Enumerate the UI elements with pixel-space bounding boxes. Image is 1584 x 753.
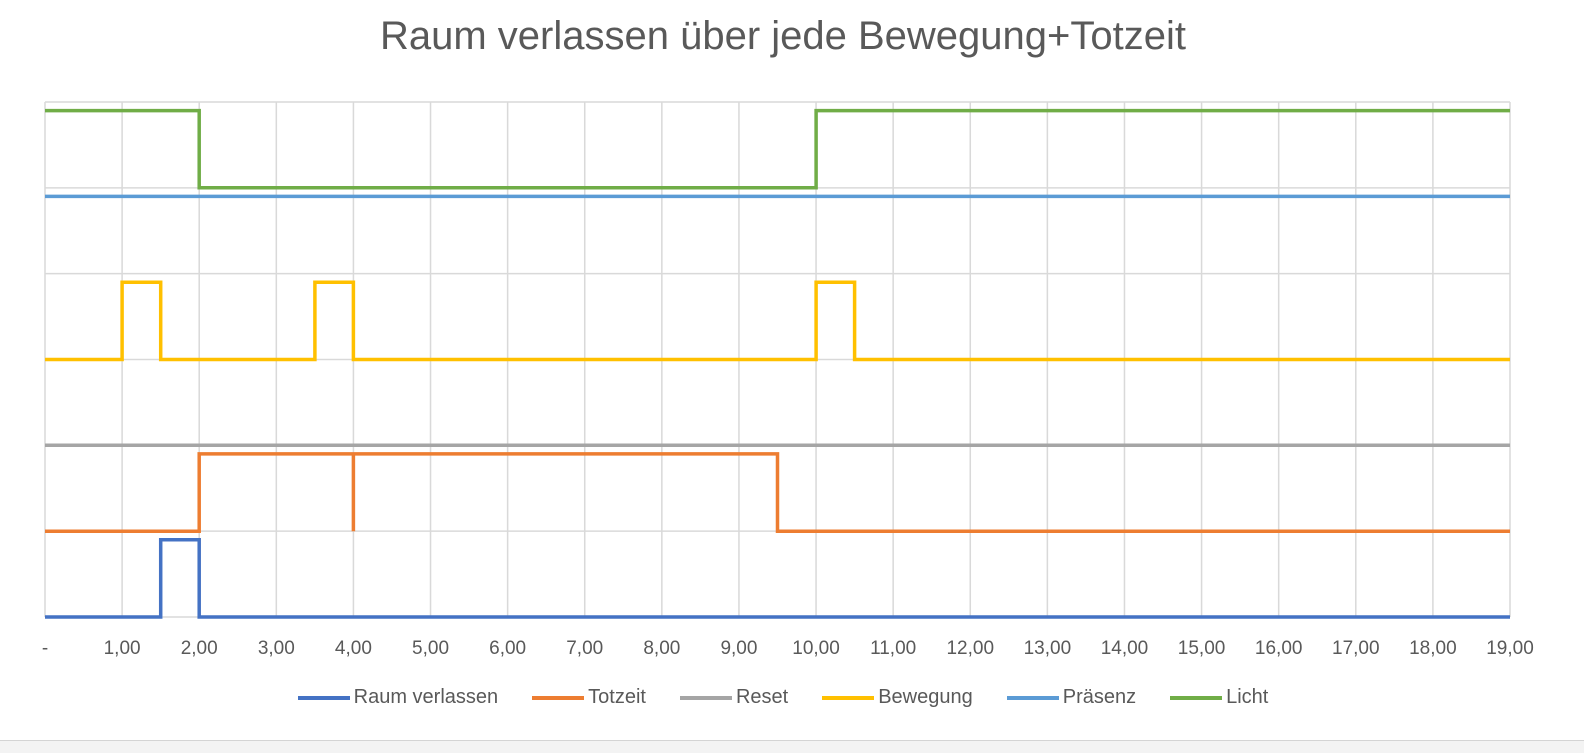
x-tick-label: 11,00 (870, 638, 916, 659)
x-tick-label: - (42, 638, 48, 659)
x-tick-label: 13,00 (1024, 638, 1072, 659)
legend-swatch (679, 695, 732, 700)
legend-swatch (532, 695, 585, 700)
x-tick-label: 19,00 (1486, 638, 1534, 659)
x-tick-label: 6,00 (489, 638, 526, 659)
x-tick-label: 18,00 (1409, 638, 1457, 659)
x-tick-label: 14,00 (1101, 638, 1149, 659)
series-line-totzeit (45, 452, 1510, 533)
legend-swatch (1006, 695, 1059, 700)
x-tick-label: 12,00 (946, 638, 994, 659)
legend-label: Bewegung (878, 686, 973, 708)
legend: Raum verlassen Totzeit Reset Bewegung Präsen… (0, 686, 1566, 709)
legend-label: Reset (735, 686, 789, 708)
legend-label: Totzeit (588, 686, 646, 708)
x-tick-label: 2,00 (181, 638, 218, 659)
x-tick-label: 17,00 (1332, 638, 1380, 659)
x-tick-label: 3,00 (258, 638, 295, 659)
chart-title: Raum verlassen über jede Bewegung+Totzei… (379, 14, 1187, 58)
x-tick-label: 10,00 (792, 638, 840, 659)
legend-item: Präsenz (1006, 686, 1137, 709)
legend-swatch (822, 695, 875, 700)
series-line-bewegung (45, 280, 1510, 362)
x-tick-label: 8,00 (643, 638, 680, 659)
series-line-raum-verlassen (45, 538, 1510, 619)
x-tick-label: 4,00 (335, 638, 372, 659)
legend-item: Totzeit (532, 686, 646, 709)
legend-label: Raum verlassen (353, 686, 499, 708)
legend-item: Bewegung (822, 686, 973, 709)
x-tick-label: 9,00 (720, 638, 757, 659)
legend-label: Präsenz (1062, 686, 1137, 708)
legend-item: Reset (679, 686, 789, 709)
sheet-grid-strip (0, 740, 1584, 753)
x-tick-label: 5,00 (412, 638, 449, 659)
legend-swatch (1170, 695, 1223, 700)
x-axis-ticks: - 1,00 2,00 3,00 4,00 5,00 6,00 7,00 8,00 9,00 10,… (42, 638, 1534, 659)
x-tick-label: 16,00 (1255, 638, 1303, 659)
series-line-licht (45, 108, 1510, 190)
legend-item: Licht (1170, 686, 1268, 709)
legend-swatch (297, 695, 350, 700)
x-tick-label: 7,00 (566, 638, 603, 659)
legend-item: Raum verlassen (297, 686, 499, 709)
series-lines (45, 108, 1510, 619)
legend-label: Licht (1226, 686, 1269, 708)
x-tick-label: 15,00 (1178, 638, 1226, 659)
x-tick-label: 1,00 (104, 638, 141, 659)
